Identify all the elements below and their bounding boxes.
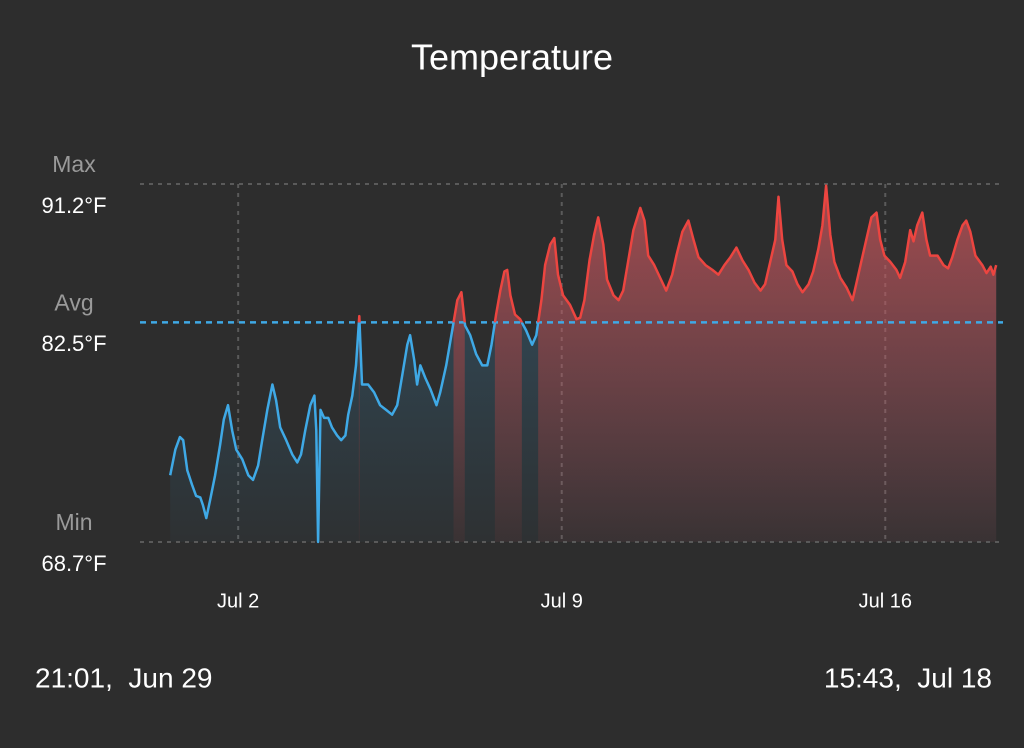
y-tick-caption: Avg bbox=[54, 290, 93, 316]
line-below bbox=[168, 322, 540, 544]
x-start-label: 21:01, Jun 29 bbox=[35, 662, 212, 693]
y-tick-caption: Max bbox=[52, 151, 96, 177]
x-tick-label: Jul 16 bbox=[859, 590, 912, 612]
x-end-label: 15:43, Jul 18 bbox=[824, 662, 992, 693]
y-tick-label: 82.5°F bbox=[41, 331, 106, 356]
y-tick-label: 68.7°F bbox=[41, 551, 106, 576]
x-tick-label: Jul 2 bbox=[217, 590, 259, 612]
line-above bbox=[357, 184, 998, 323]
x-tick-label: Jul 9 bbox=[541, 590, 583, 612]
chart-title: Temperature bbox=[411, 37, 613, 78]
y-tick-label: 91.2°F bbox=[41, 193, 106, 218]
y-tick-caption: Min bbox=[55, 509, 92, 535]
